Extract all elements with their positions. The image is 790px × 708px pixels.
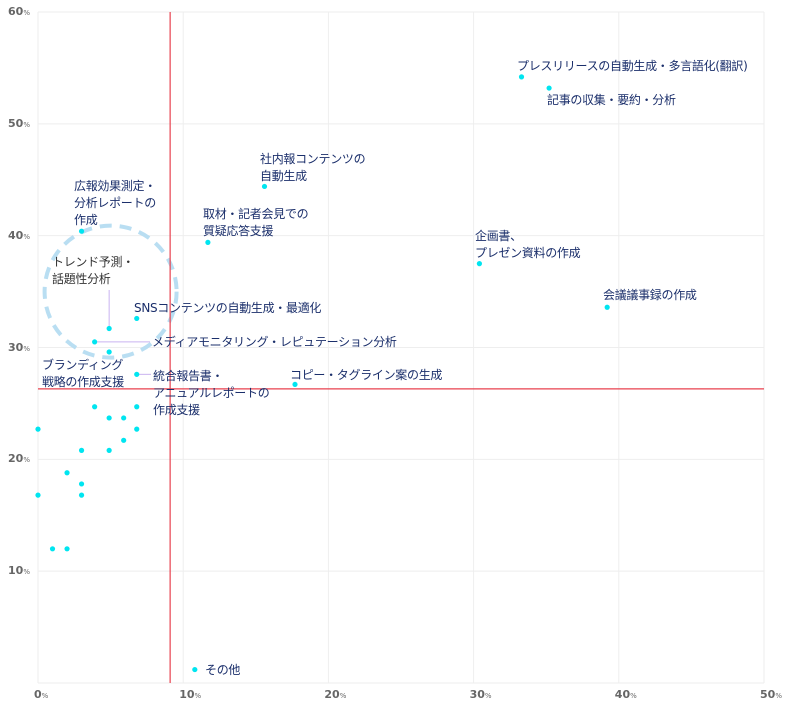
data-point: [261, 183, 268, 190]
label-line: その他: [205, 663, 241, 677]
label-other: その他: [205, 662, 240, 679]
data-point: [121, 415, 127, 421]
label-line: 統合報告書・: [153, 369, 224, 383]
label-line: 会議議事録の作成: [603, 288, 697, 302]
label-line: 自動生成: [260, 169, 307, 183]
data-point: [134, 315, 140, 322]
data-point: [78, 228, 85, 234]
label-press-release: プレスリリースの自動生成・多言語化(翻訳): [517, 58, 748, 75]
label-line: 作成支援: [153, 403, 200, 417]
label-copywriting: コピー・タグライン案の生成: [290, 367, 442, 384]
data-point: [106, 447, 112, 453]
label-line: 広報効果測定・: [74, 179, 156, 193]
data-point: [106, 325, 112, 332]
data-point: [92, 339, 98, 345]
label-line: 質疑応答支援: [203, 224, 274, 238]
data-point: [64, 470, 70, 476]
label-press-qa: 取材・記者会見での 質疑応答支援: [203, 206, 309, 240]
x-tick-label: 30%: [469, 688, 492, 701]
highlight-dashed-circle: [42, 223, 179, 360]
label-line: 話題性分析: [52, 272, 111, 286]
label-trend-forecast: トレンド予測・ 話題性分析: [52, 254, 134, 288]
label-planning-docs: 企画書、プレゼン資料の作成: [475, 228, 581, 262]
label-line: プレゼン資料の作成: [475, 246, 581, 260]
label-line: ブランディング: [42, 358, 124, 372]
label-line: 企画書、: [475, 229, 522, 243]
label-pr-effect: 広報効果測定・ 分析レポートの 作成: [74, 178, 156, 229]
data-point: [205, 239, 211, 245]
label-line: 取材・記者会見での: [203, 207, 309, 221]
data-point: [604, 304, 610, 310]
y-tick-label: 60%: [8, 5, 30, 18]
data-point: [49, 546, 56, 552]
y-tick-label: 30%: [8, 340, 30, 354]
y-tick-label: 10%: [8, 564, 30, 578]
data-point: [134, 426, 140, 432]
label-line: 社内報コンテンツの: [260, 152, 366, 166]
overlay: [38, 12, 764, 683]
data-point: [106, 349, 112, 355]
label-line: 戦略の作成支援: [42, 375, 124, 389]
data-point: [134, 371, 140, 377]
data-point: [518, 74, 525, 80]
label-sns: SNSコンテンツの自動生成・最適化: [134, 300, 321, 317]
data-point: [78, 481, 85, 487]
grid: [37, 11, 765, 684]
data-point: [476, 261, 483, 267]
label-line: メディアモニタリング・レピュテーション分析: [152, 335, 397, 349]
label-line: SNSコンテンツの自動生成・最適化: [134, 301, 322, 315]
label-integrated-report: 統合報告書・アニュアルレポートの 作成支援: [153, 368, 270, 419]
data-point: [92, 404, 98, 410]
x-tick-label: 40%: [614, 688, 637, 701]
data-point: [78, 447, 85, 453]
data-point: [35, 426, 41, 432]
x-tick-label: 0%: [34, 688, 49, 701]
data-point: [35, 492, 41, 498]
label-branding: ブランディング 戦略の作成支援: [42, 357, 124, 391]
x-tick-label: 10%: [179, 688, 202, 701]
data-point: [106, 415, 112, 421]
data-point: [64, 546, 70, 552]
y-tick-label: 20%: [8, 452, 30, 466]
label-line: 作成: [74, 213, 98, 227]
y-tick-label: 50%: [8, 116, 30, 130]
label-internal-newsletter: 社内報コンテンツの 自動生成: [260, 151, 366, 185]
label-line: プレスリリースの自動生成・多言語化(翻訳): [517, 59, 748, 73]
label-line: トレンド予測・: [52, 255, 134, 269]
label-line: 分析レポートの: [74, 196, 156, 210]
y-tick-label: 40%: [8, 228, 30, 242]
data-point: [78, 492, 85, 498]
label-line: 記事の収集・要約・分析: [547, 93, 676, 107]
label-meeting-minutes: 会議議事録の作成: [603, 287, 697, 304]
data-point: [134, 404, 140, 410]
x-tick-label: 20%: [324, 688, 347, 701]
label-line: アニュアルレポートの: [153, 386, 270, 400]
label-line: コピー・タグライン案の生成: [290, 368, 443, 382]
label-media-monitoring: メディアモニタリング・レピュテーション分析: [152, 334, 397, 351]
data-point: [121, 437, 127, 443]
data-point: [292, 381, 298, 388]
x-tick-label: 50%: [760, 688, 782, 701]
label-article-summary: 記事の収集・要約・分析: [547, 92, 676, 109]
data-point: [546, 85, 552, 91]
data-point: [192, 666, 198, 673]
data-points: [35, 74, 610, 673]
